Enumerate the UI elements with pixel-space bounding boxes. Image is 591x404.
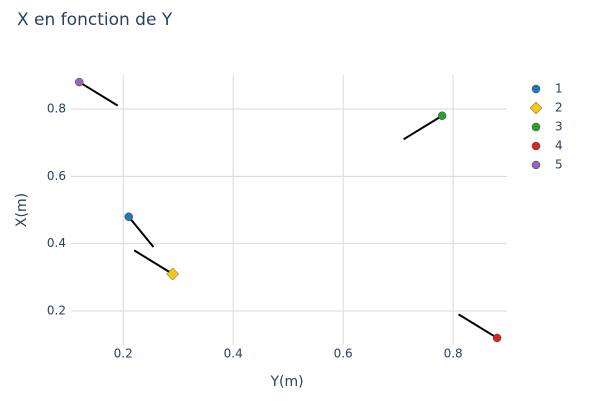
legend-marker: [531, 160, 541, 170]
point: [124, 212, 133, 221]
legend-marker: [531, 84, 541, 94]
x-tick-label: 0.8: [444, 347, 463, 361]
x-axis-label: Y(m): [269, 374, 303, 390]
y-tick-label: 0.8: [47, 102, 66, 116]
point: [492, 333, 502, 343]
legend-label: 4: [555, 139, 563, 153]
y-axis-label: X(m): [14, 193, 30, 227]
legend-label: 3: [555, 120, 563, 134]
legend-label: 1: [555, 82, 563, 96]
vector-segment: [127, 216, 155, 248]
x-tick-label: 0.4: [224, 347, 243, 361]
y-tick-label: 0.2: [47, 303, 66, 317]
vector-segment: [403, 114, 443, 141]
vector-segment: [78, 81, 119, 107]
point: [74, 77, 84, 87]
legend-label: 5: [555, 158, 563, 172]
point: [166, 267, 180, 281]
legend-marker: [531, 141, 541, 151]
x-tick-label: 0.6: [334, 347, 353, 361]
legend-marker: [531, 122, 541, 132]
x-tick-label: 0.2: [114, 347, 133, 361]
vector-segment: [458, 313, 498, 339]
legend-marker: [529, 101, 543, 115]
vector-segment: [133, 249, 174, 275]
legend-label: 2: [555, 101, 563, 115]
y-tick-label: 0.6: [47, 169, 66, 183]
point: [437, 111, 447, 120]
y-tick-label: 0.4: [47, 236, 66, 250]
chart-title: X en fonction de Y: [17, 10, 173, 30]
